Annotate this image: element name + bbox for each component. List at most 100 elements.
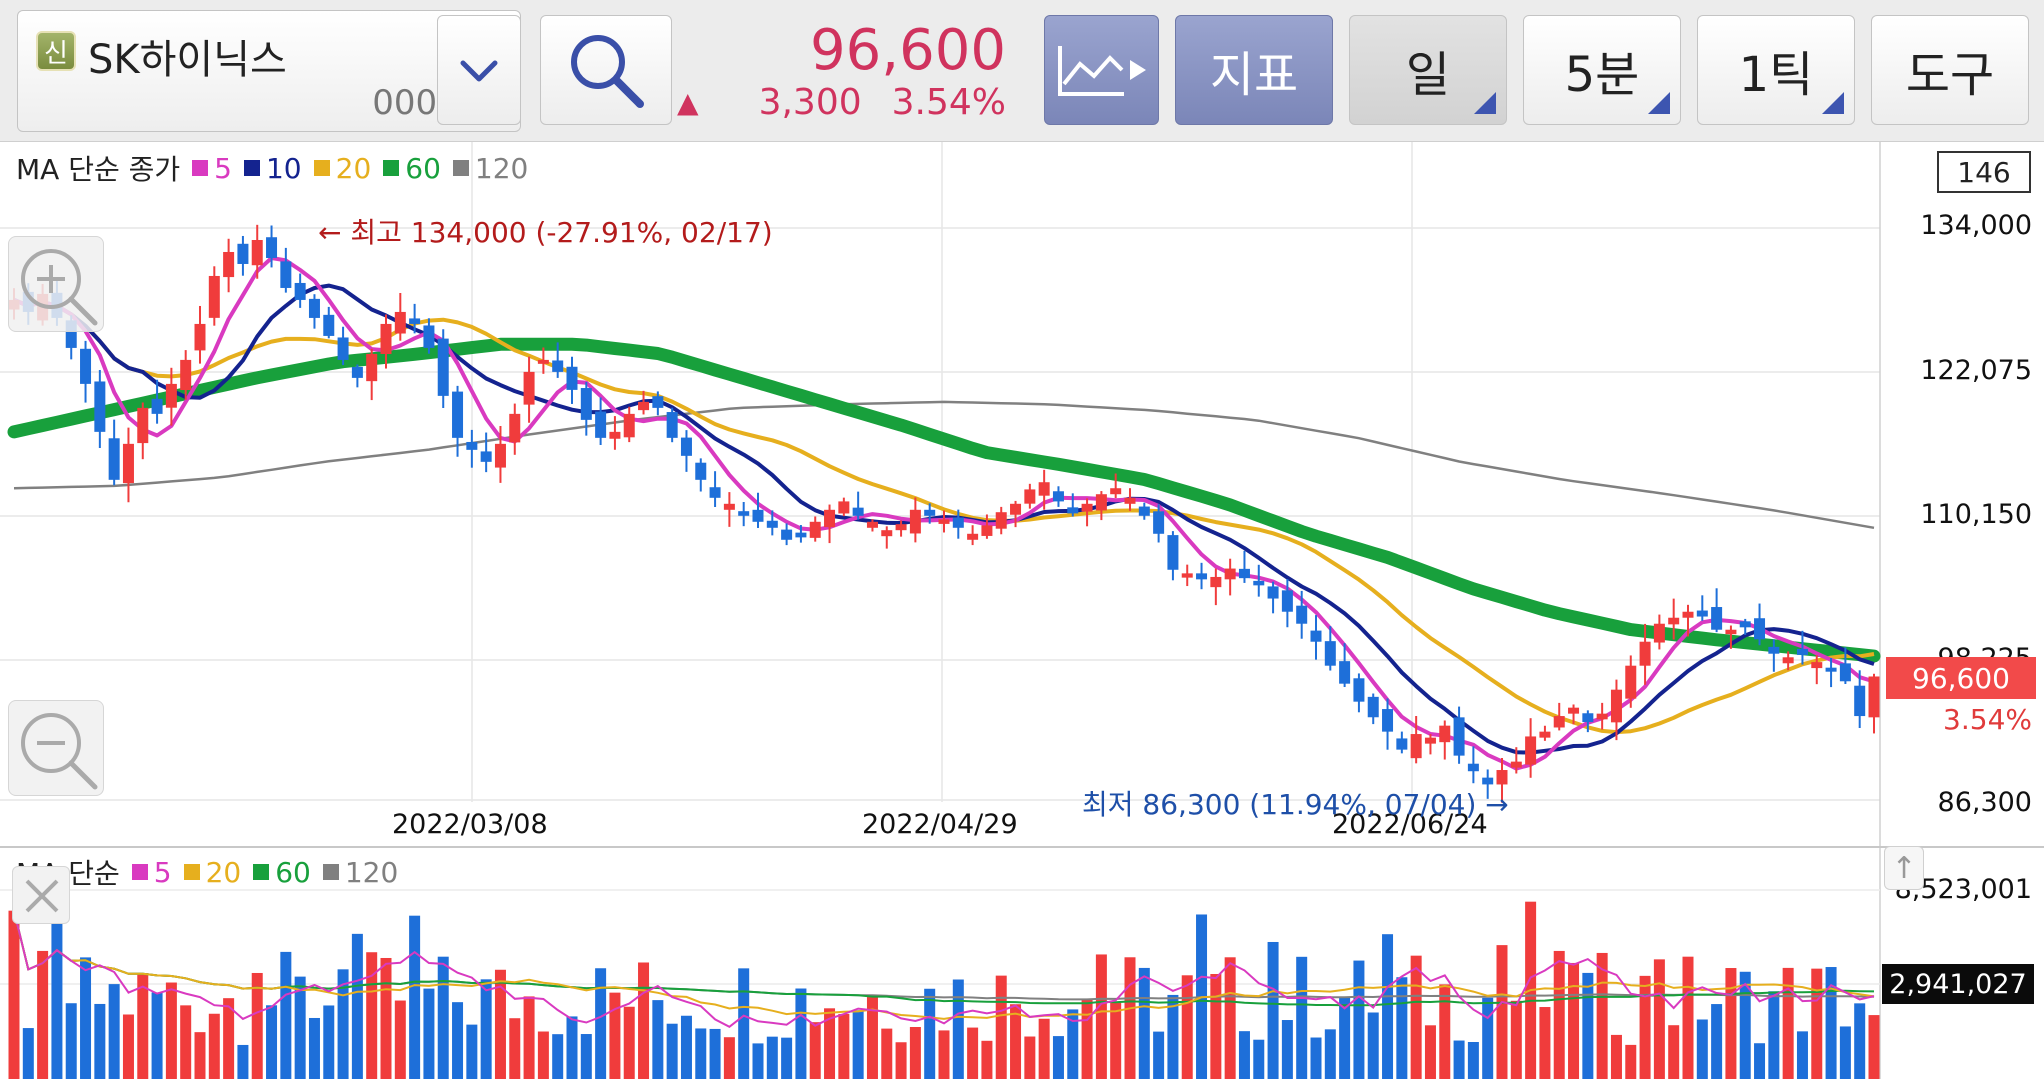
volume-bar <box>1253 1039 1265 1079</box>
ma60-path <box>7 337 1881 663</box>
volume-bar <box>237 1044 249 1079</box>
volume-bar <box>251 972 263 1079</box>
volume-bar <box>1796 1031 1808 1079</box>
volume-bar <box>1238 1031 1250 1079</box>
visible-count-box[interactable]: 146 <box>1937 151 2031 193</box>
volume-bar <box>1224 957 1236 1079</box>
volume-bar <box>1410 955 1422 1079</box>
candle-body <box>1324 641 1336 666</box>
volume-bar <box>308 1017 320 1079</box>
volume-bar <box>194 1032 206 1079</box>
indicator-button[interactable]: 지표 <box>1175 15 1333 125</box>
candle-body <box>623 413 635 438</box>
candle-body <box>237 243 249 264</box>
volume-bar <box>1081 999 1093 1079</box>
ma120-line <box>13 400 1875 530</box>
candle-body <box>1696 610 1708 617</box>
candle-body <box>781 529 793 540</box>
volume-bar <box>795 988 807 1079</box>
candle-body <box>652 396 664 408</box>
period-minute-button[interactable]: 5분 <box>1523 15 1681 125</box>
volume-bar <box>1367 1012 1379 1079</box>
volume-bar <box>1696 1019 1708 1079</box>
candle-body <box>866 521 878 528</box>
chart-grid <box>0 142 2044 1079</box>
candlestick-series <box>8 224 1880 803</box>
candle-body <box>595 411 607 438</box>
candle-body <box>1782 657 1794 664</box>
volume-bar <box>51 911 63 1079</box>
candle-body <box>1167 535 1179 570</box>
volume-bar <box>638 962 650 1079</box>
vol-ma20-legend: 20 <box>205 855 242 889</box>
candle-body <box>1024 489 1036 504</box>
tools-button[interactable]: 도구 <box>1871 15 2029 125</box>
candle-body <box>1138 506 1150 516</box>
candle-body <box>366 353 378 382</box>
ma60-legend: 60 <box>405 151 441 185</box>
chart-canvas[interactable] <box>0 142 2044 1079</box>
vol-ma5-swatch <box>131 864 148 880</box>
volume-bar <box>266 1005 278 1079</box>
candle-body <box>94 381 106 432</box>
volume-bar <box>967 1027 979 1079</box>
candle-body <box>1725 629 1737 635</box>
zoom-in-button[interactable] <box>8 236 104 332</box>
candle-body <box>680 437 692 456</box>
volume-bar <box>623 1006 635 1079</box>
candle-body <box>108 438 120 480</box>
volume-bar <box>452 1002 464 1079</box>
chart-header: 신 SK하이닉스 000660 96,600 ▲ 3,300 3.54% 지표 … <box>0 0 2044 142</box>
volume-bar <box>1467 1042 1479 1079</box>
zoom-out-button[interactable] <box>8 700 104 796</box>
volume-bar <box>1453 1040 1465 1079</box>
candle-body <box>909 509 921 534</box>
volume-bar <box>122 1014 134 1079</box>
volume-bar <box>65 1003 77 1079</box>
candle-body <box>1081 503 1093 512</box>
chart-type-button[interactable] <box>1044 15 1159 125</box>
candle-body <box>924 509 936 516</box>
price-ma-legend[interactable]: MA 단순 종가 5 10 20 60 120 <box>16 148 528 188</box>
vol-ma20-path <box>13 910 1875 1020</box>
candle-body <box>1367 696 1379 718</box>
candle-body <box>1825 667 1837 672</box>
candle-body <box>1310 630 1322 642</box>
candle-body <box>137 407 149 444</box>
volume-bar <box>909 1026 921 1079</box>
candle-body <box>452 391 464 438</box>
volume-bar <box>1668 1025 1680 1079</box>
volume-bar <box>738 968 750 1079</box>
candle-body <box>609 431 621 439</box>
candle-body <box>351 366 363 378</box>
candle-body <box>1739 621 1751 628</box>
volume-bar <box>509 1018 521 1079</box>
stock-dropdown-button[interactable] <box>437 15 521 125</box>
candle-body <box>223 251 235 278</box>
tick-button[interactable]: 1틱 <box>1697 15 1855 125</box>
candle-body <box>251 239 263 266</box>
ma20-legend: 20 <box>335 151 372 185</box>
expand-up-button[interactable]: ↑ <box>1884 846 1924 890</box>
candle-body <box>1610 689 1622 723</box>
candle-body <box>280 261 292 288</box>
candle-body <box>165 383 177 408</box>
candle-body <box>967 533 979 540</box>
volume-bar <box>1811 968 1823 1079</box>
volume-bar <box>1052 1036 1064 1079</box>
period-day-label: 일 <box>1405 47 1451 103</box>
candle-body <box>1424 737 1436 744</box>
volume-bar <box>666 1023 678 1079</box>
zoom-in-icon <box>21 249 98 326</box>
volume-bar <box>652 1000 664 1079</box>
price-legend-title: MA 단순 종가 <box>16 153 181 186</box>
volume-bar <box>1095 954 1107 1079</box>
volume-bar <box>1682 956 1694 1079</box>
volume-bar <box>580 1034 592 1079</box>
period-day-button[interactable]: 일 <box>1349 15 1507 125</box>
volume-ma-legend[interactable]: MA 단순 5 20 60 120 <box>16 852 398 892</box>
candle-body <box>1124 497 1136 504</box>
close-indicator-button[interactable] <box>12 866 70 924</box>
stock-name: SK하이닉스 <box>88 37 287 83</box>
search-button[interactable] <box>540 15 672 125</box>
